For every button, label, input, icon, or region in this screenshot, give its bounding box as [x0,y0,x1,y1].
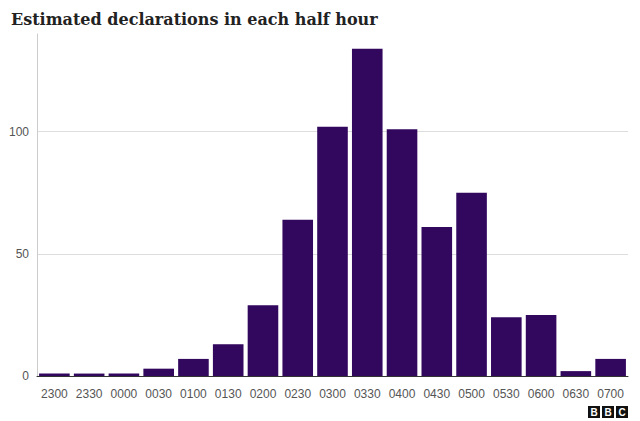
svg-text:100: 100 [9,125,29,139]
svg-text:0330: 0330 [354,387,381,401]
svg-text:0100: 0100 [180,387,207,401]
svg-text:0130: 0130 [215,387,242,401]
svg-text:2300: 2300 [41,387,68,401]
svg-text:Estimated declarations in each: Estimated declarations in each half hour [11,10,378,29]
svg-text:B: B [591,407,598,418]
svg-text:0: 0 [22,369,29,383]
svg-text:0230: 0230 [284,387,311,401]
svg-text:0630: 0630 [563,387,590,401]
svg-text:0530: 0530 [493,387,520,401]
svg-text:0300: 0300 [319,387,346,401]
svg-text:0030: 0030 [145,387,172,401]
svg-text:C: C [619,407,626,418]
svg-text:0430: 0430 [423,387,450,401]
svg-text:0200: 0200 [250,387,277,401]
svg-text:0600: 0600 [528,387,555,401]
svg-text:50: 50 [16,247,30,261]
svg-text:0400: 0400 [389,387,416,401]
svg-text:0500: 0500 [458,387,485,401]
svg-text:B: B [605,407,612,418]
svg-text:2330: 2330 [76,387,103,401]
svg-text:0000: 0000 [111,387,138,401]
svg-text:0700: 0700 [597,387,624,401]
